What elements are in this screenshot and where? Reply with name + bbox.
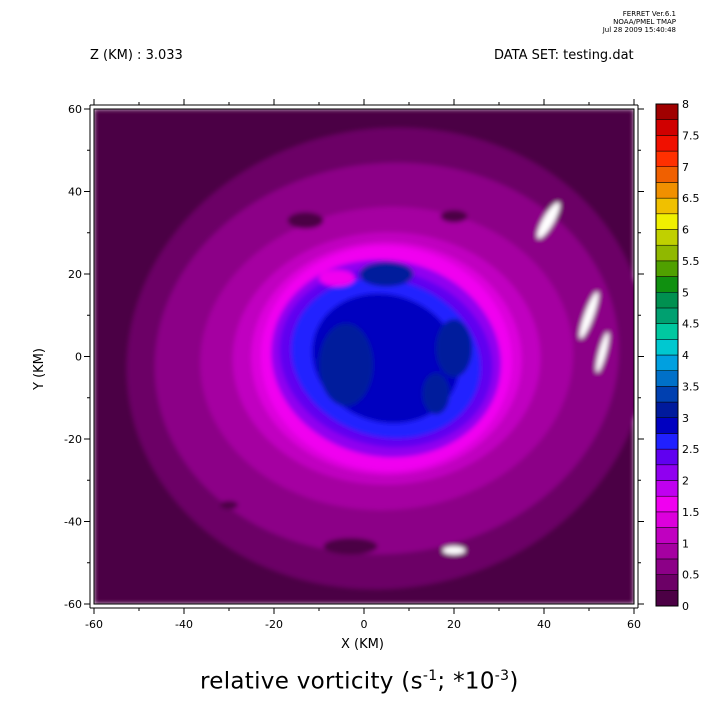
contour-feature [436,319,472,378]
colorbar-swatch [655,511,679,528]
y-tick-label: 0 [75,351,82,364]
y-tick-label: 40 [68,186,82,199]
x-tick-label: 0 [361,618,368,631]
colorbar-label: 4 [682,349,689,362]
colorbar-label: 3.5 [682,380,700,393]
missing-data-patch [596,332,609,373]
x-tick-label: -40 [175,618,193,631]
colorbar-label: 6 [682,224,689,237]
colorbar-swatch [655,495,679,513]
colorbar-label: 5 [682,286,689,299]
contour-field [94,109,634,604]
colorbar-swatch [655,433,679,450]
contour-feature [319,269,355,287]
colorbar-swatch [655,339,679,356]
x-tick-label: 20 [447,618,461,631]
colorbar-swatch [655,464,679,481]
x-axis: -60 -40 -20 0 20 40 60 [85,99,641,631]
contour-feature [422,373,450,415]
ferret-version: FERRET Ver.6.1 [622,10,676,18]
y-axis: -60 -40 -20 0 20 40 60 [64,103,644,611]
colorbar-swatch [655,386,679,403]
missing-data-patch [579,291,599,339]
colorbar-swatch [655,323,679,340]
colorbar-label: 6.5 [682,192,700,205]
contour-feature [359,261,414,287]
dataset-label: DATA SET: testing.dat [494,48,634,63]
colorbar-swatch [655,119,679,136]
contour-feature [440,210,468,223]
x-tick-label: 60 [627,618,641,631]
y-axis-label: Y (KM) [32,348,47,390]
colorbar-swatch [655,401,679,418]
colorbar-swatch [655,543,679,560]
colorbar-swatch [655,307,679,324]
y-tick-label: 60 [68,103,82,116]
colorbar-label: 7 [682,161,689,174]
x-axis-label: X (KM) [341,637,384,652]
colorbar-label: 5.5 [682,255,700,268]
colorbar-label: 8 [682,98,689,111]
colorbar-swatch [655,448,679,466]
contour-feature [319,323,373,406]
x-tick-label: -60 [85,618,103,631]
colorbar-label: 0.5 [682,569,700,582]
y-tick-label: 20 [68,268,82,281]
colorbar-swatch [655,527,679,544]
colorbar-swatch [655,276,679,293]
z-level-label: Z (KM) : 3.033 [90,48,183,63]
colorbar-label: 7.5 [682,129,700,142]
colorbar-label: 2.5 [682,443,700,456]
ferret-org: NOAA/PMEL TMAP [613,18,676,26]
contour-feature [323,538,378,555]
colorbar-swatch [655,103,679,120]
y-tick-label: -20 [64,433,82,446]
colorbar-swatch [655,590,679,607]
colorbar-swatch [655,197,679,215]
x-tick-label: -20 [265,618,283,631]
contour-feature [112,364,121,390]
missing-data-patch [442,546,466,555]
colorbar-swatch [655,292,679,309]
colorbar: 0 0.5 1 1.5 2 2.5 3 3.5 4 4.5 5 5.5 6 6.5 7 7.5 8 [655,98,700,613]
colorbar-swatch [655,574,679,591]
colorbar-swatch [655,182,679,199]
colorbar-swatch [655,213,679,230]
colorbar-swatch [655,417,679,434]
colorbar-swatch [655,229,679,246]
colorbar-label: 0 [682,600,689,613]
colorbar-swatch [655,558,679,575]
plot-frame [93,108,635,605]
colorbar-label: 2 [682,475,689,488]
colorbar-label: 3 [682,412,689,425]
y-tick-label: -40 [64,516,82,529]
missing-data-patch [537,202,560,239]
colorbar-swatch [655,480,679,497]
colorbar-swatch [655,166,679,183]
contour-feature [287,212,324,229]
colorbar-swatch [655,135,679,152]
colorbar-label: 4.5 [682,318,700,331]
contour-feature [220,500,238,510]
colorbar-label: 1.5 [682,506,700,519]
colorbar-swatch [655,354,679,371]
colorbar-swatch [655,150,679,167]
y-tick-label: -60 [64,598,82,611]
x-tick-label: 40 [537,618,551,631]
colorbar-label: 1 [682,537,689,550]
colorbar-swatch [655,370,679,387]
colorbar-swatch [655,260,679,277]
ferret-date: Jul 28 2009 15:40:48 [602,26,676,34]
colorbar-swatch [655,244,679,262]
chart-title: relative vorticity (s-1; *10-3) [200,668,519,695]
